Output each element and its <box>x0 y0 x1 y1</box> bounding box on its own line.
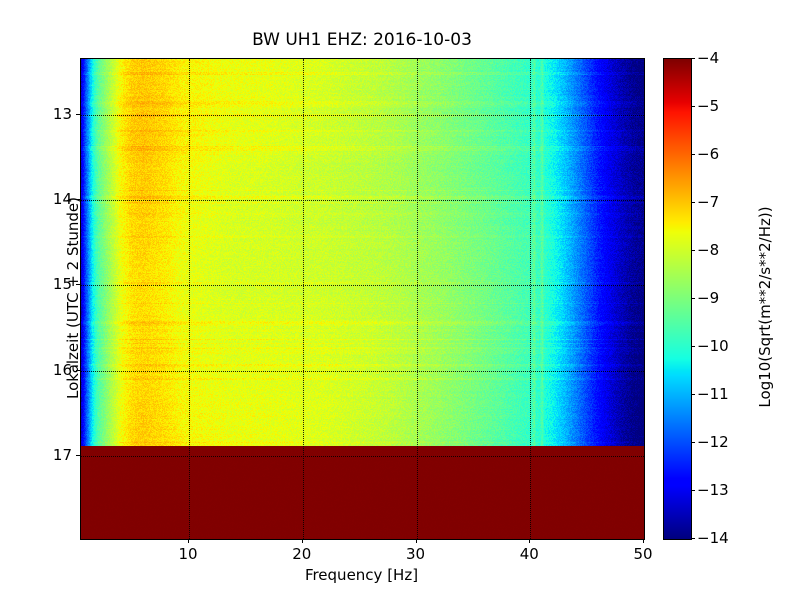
x-tick-mark <box>643 539 644 543</box>
y-axis-label: Lokalzeit (UTC + 2 Stunde) <box>64 197 82 399</box>
y-tick-mark <box>76 113 80 115</box>
y-tick-mark <box>76 455 80 457</box>
colorbar-tick-mark <box>691 394 695 395</box>
y-tick-mark <box>76 198 80 200</box>
colorbar-tick-mark <box>691 442 695 443</box>
x-axis-label: Frequency [Hz] <box>304 566 419 584</box>
colorbar-tick-label: −13 <box>697 481 729 499</box>
colorbar-tick-mark <box>691 106 695 107</box>
y-tick-label: 13 <box>52 104 72 123</box>
colorbar-tick-mark <box>691 346 695 347</box>
x-tick-label: 30 <box>405 545 426 563</box>
x-tick-label: 50 <box>633 545 653 563</box>
y-tick-mark <box>76 369 80 371</box>
page-title: BW UH1 EHZ: 2016-10-03 <box>252 30 472 50</box>
y-tick-label: 17 <box>52 446 72 465</box>
gridline-horizontal <box>81 285 644 287</box>
x-tick-mark <box>301 539 303 543</box>
colorbar-tick-mark <box>691 538 695 539</box>
gridline-vertical <box>302 59 304 539</box>
gridline-vertical <box>530 59 532 539</box>
colorbar-label: Log10(Sqrt(m**2/s**2/Hz)) <box>756 206 774 408</box>
colorbar <box>663 58 692 540</box>
gridline-horizontal <box>81 456 644 458</box>
y-tick-label: 15 <box>52 275 72 294</box>
colorbar-tick-mark <box>691 490 695 491</box>
colorbar-tick-label: −5 <box>697 97 720 115</box>
gridline-horizontal <box>81 370 644 372</box>
colorbar-tick-label: −11 <box>697 385 729 403</box>
y-tick-label: 14 <box>52 189 72 208</box>
gridline-horizontal <box>81 114 644 116</box>
colorbar-tick-mark <box>691 154 695 155</box>
colorbar-tick-label: −8 <box>697 241 720 259</box>
colorbar-tick-label: −12 <box>697 433 729 451</box>
colorbar-tick-mark <box>691 250 695 251</box>
colorbar-tick-mark <box>691 58 695 59</box>
colorbar-tick-label: −4 <box>697 49 720 67</box>
colorbar-tick-label: −7 <box>697 193 720 211</box>
colorbar-tick-label: −10 <box>697 337 729 355</box>
gridline-vertical <box>644 59 645 539</box>
gridline-vertical <box>416 59 418 539</box>
colorbar-gradient <box>664 59 691 539</box>
gridline-horizontal <box>81 199 644 201</box>
x-tick-label: 10 <box>178 545 198 563</box>
colorbar-tick-label: −9 <box>697 289 720 307</box>
colorbar-tick-mark <box>691 202 695 203</box>
spectrogram-image <box>81 59 644 539</box>
y-tick-label: 16 <box>52 360 72 379</box>
x-tick-mark <box>188 539 190 543</box>
x-tick-mark <box>529 539 531 543</box>
colorbar-tick-label: −14 <box>697 529 729 547</box>
gridline-vertical <box>189 59 191 539</box>
x-tick-mark <box>415 539 417 543</box>
x-tick-label: 40 <box>519 545 539 563</box>
x-tick-label: 20 <box>292 545 312 563</box>
colorbar-tick-mark <box>691 298 695 299</box>
colorbar-tick-label: −6 <box>697 145 720 163</box>
y-tick-mark <box>76 284 80 286</box>
spectrogram-plot-area <box>80 58 645 540</box>
